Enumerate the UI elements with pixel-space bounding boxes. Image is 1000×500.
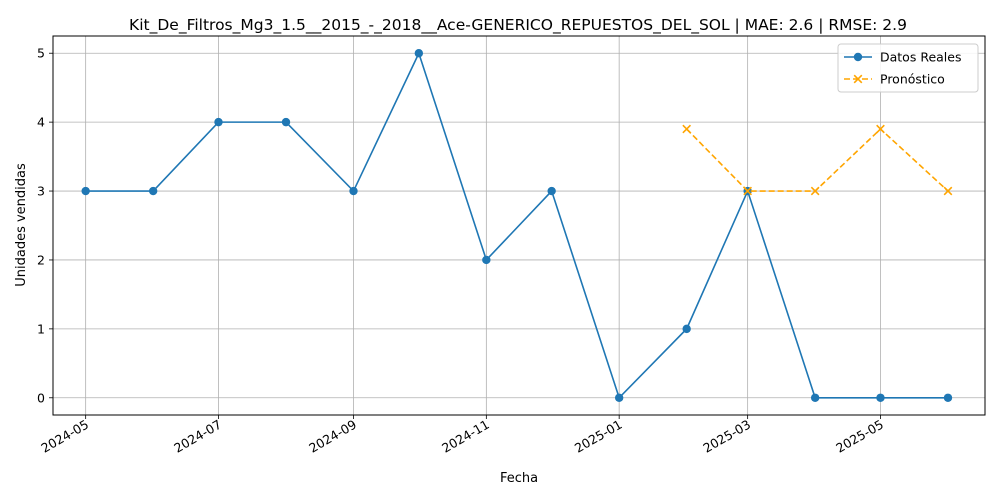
series-line [85,51,948,400]
data-point [810,186,820,196]
y-axis-label: Unidades vendidas [14,163,29,287]
legend-label: Datos Reales [880,50,961,65]
data-point [148,186,158,196]
legend-box [837,43,979,93]
series-1 [682,124,953,196]
y-tick-label: 2 [37,252,45,267]
chart-title: Kit_De_Filtros_Mg3_1.5__2015_-_2018__Ace… [129,16,907,35]
data-point [943,393,953,402]
x-tick-label: 2024-09 [306,417,359,456]
data-point [943,186,953,196]
x-tick-label: 2025-05 [833,417,886,456]
data-point [547,186,556,196]
data-point [214,117,223,127]
legend: Datos Reales Pronóstico [837,43,979,93]
data-point [876,393,885,402]
series-layer [81,49,953,402]
data-point [414,49,424,58]
legend-marker [853,52,863,62]
x-axis: 2024-05 2024-07 2024-09 2024-11 2025-01 2025-… [38,415,886,456]
data-point [743,186,753,196]
grid [53,36,985,415]
data-point [876,124,885,134]
data-point [81,186,90,196]
x-tick-label: 2025-01 [572,417,625,456]
x-tick-label: 2024-11 [439,417,492,456]
y-tick-label: 1 [37,321,45,336]
data-point [281,117,291,127]
data-point [682,124,692,134]
y-tick-label: 4 [37,115,45,130]
y-axis: 0 1 2 3 4 5 [37,46,53,405]
x-axis-label: Fecha [500,471,538,486]
x-tick-label: 2025-03 [700,417,753,456]
data-point [614,393,624,402]
legend-label: Pronóstico [880,72,945,87]
y-tick-label: 3 [37,184,45,199]
data-point [682,324,691,334]
data-point [482,255,491,265]
y-tick-label: 0 [37,390,45,405]
legend-marker [853,74,863,84]
plot-area-frame [52,35,986,416]
y-tick-label: 5 [37,46,45,61]
series-0 [81,49,953,402]
data-point [349,186,358,196]
x-tick-label: 2024-05 [38,417,91,456]
x-tick-label: 2024-07 [171,417,224,456]
data-point [810,393,820,402]
series-line [686,127,949,192]
